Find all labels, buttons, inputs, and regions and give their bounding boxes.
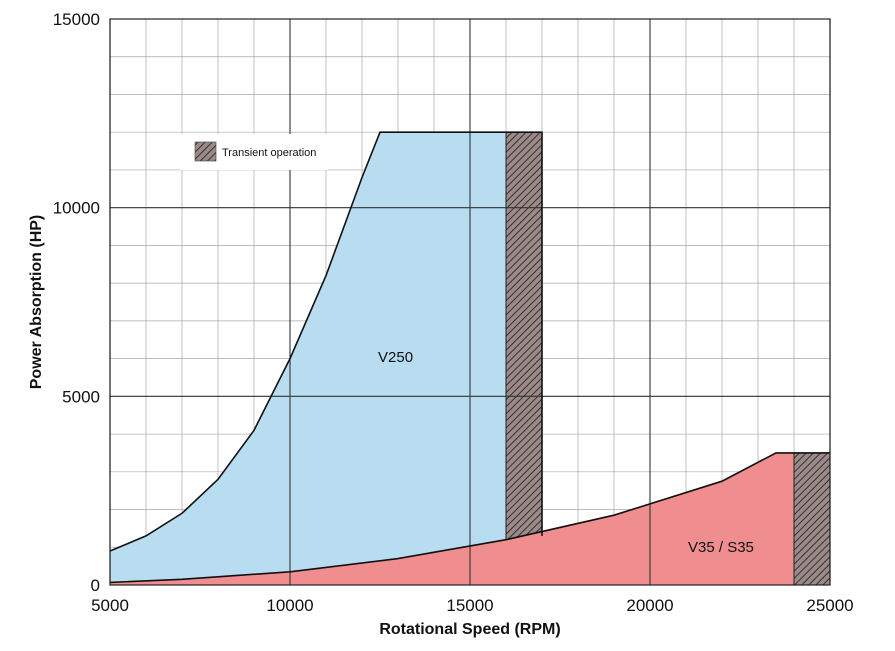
region-fill-v250	[110, 132, 542, 583]
transient-area-v35-s35	[793, 452, 831, 586]
y-tick-labels: 0 5000 10000 15000	[53, 10, 100, 595]
legend: Transient operation	[180, 134, 328, 170]
y-tick-label: 0	[91, 576, 100, 595]
region-outline-v250	[109, 131, 543, 552]
x-tick-label: 15000	[446, 596, 493, 615]
x-tick-label: 10000	[266, 596, 313, 615]
x-axis-title: Rotational Speed (RPM)	[379, 621, 560, 638]
plot-frame	[109, 18, 831, 586]
legend-label-transient: Transient operation	[222, 147, 316, 159]
y-tick-label: 5000	[62, 387, 100, 406]
transient-area-v250	[505, 131, 543, 541]
x-tick-label: 20000	[626, 596, 673, 615]
y-axis-title: Power Absorption (HP)	[28, 215, 45, 390]
legend-swatch-transient	[194, 141, 217, 162]
region-outline-v35-s35	[109, 452, 830, 584]
x-tick-label: 25000	[806, 596, 853, 615]
x-tick-label: 5000	[91, 596, 129, 615]
y-tick-label: 15000	[53, 10, 100, 29]
region-label-v250: V250	[378, 349, 413, 366]
region-label-v35-s35: V35 / S35	[688, 539, 754, 556]
region-outlines	[109, 131, 830, 584]
y-tick-label: 10000	[53, 199, 100, 218]
x-tick-labels: 5000 10000 15000 20000 25000	[91, 596, 854, 615]
